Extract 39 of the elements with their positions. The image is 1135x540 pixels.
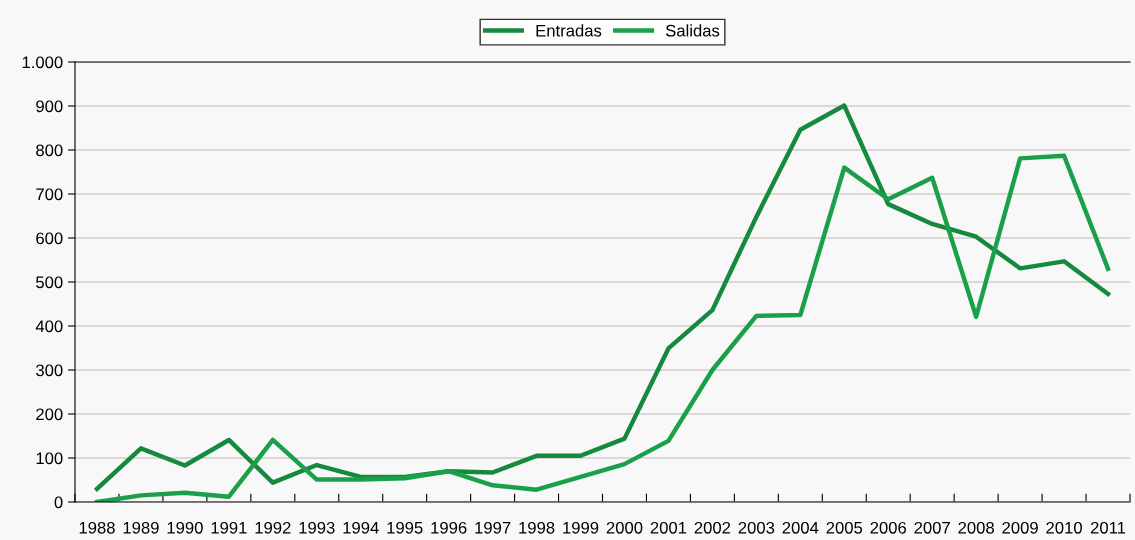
- y-tick-label: 700: [36, 188, 63, 201]
- y-tick-label: 500: [36, 276, 63, 289]
- x-tick-label: 1995: [387, 521, 423, 534]
- y-tick-label: 100: [36, 452, 63, 465]
- x-tick-label: 2007: [914, 521, 950, 534]
- x-tick-label: 1998: [519, 521, 555, 534]
- y-tick-label: 900: [36, 100, 63, 113]
- x-tick-label: 2000: [606, 521, 643, 534]
- x-tick-label: 1988: [79, 521, 115, 534]
- x-tick-label: 2002: [694, 521, 731, 534]
- legend-label: Salidas: [665, 24, 720, 37]
- x-tick-label: 1997: [475, 521, 511, 534]
- x-tick-label: 1992: [255, 521, 291, 534]
- y-tick-label: 400: [35, 320, 63, 333]
- legend-label: Entradas: [536, 24, 602, 37]
- line-series: [94, 153, 1111, 502]
- y-tick-label: 1.000: [22, 56, 63, 69]
- x-tick-label: 1996: [431, 521, 467, 534]
- x-tick-label: 2006: [870, 521, 907, 534]
- y-tick-label: 800: [36, 144, 63, 157]
- x-tick-label: 1990: [167, 521, 203, 534]
- y-tick-label: 200: [36, 408, 63, 421]
- x-tick-label: 2011: [1090, 521, 1126, 534]
- y-tick-label: 600: [36, 232, 63, 245]
- x-tick-label: 1999: [563, 521, 599, 534]
- x-tick-label: 1994: [343, 521, 379, 534]
- x-tick-label: 2003: [738, 521, 775, 534]
- x-tick-label: 1993: [299, 521, 335, 534]
- x-tick-label: 1991: [211, 521, 247, 534]
- x-tick-label: 2001: [650, 521, 687, 534]
- x-tick-label: 2004: [782, 521, 819, 534]
- x-tick-label: 2005: [826, 521, 863, 534]
- line-series: [94, 103, 1111, 492]
- x-tick-label: 2008: [958, 521, 994, 534]
- y-tick-label: 300: [36, 364, 63, 377]
- x-tick-label: 2009: [1002, 521, 1038, 534]
- y-tick-label: 0: [54, 496, 63, 509]
- x-tick-label: 2010: [1046, 521, 1082, 534]
- x-tick-label: 1989: [123, 521, 159, 534]
